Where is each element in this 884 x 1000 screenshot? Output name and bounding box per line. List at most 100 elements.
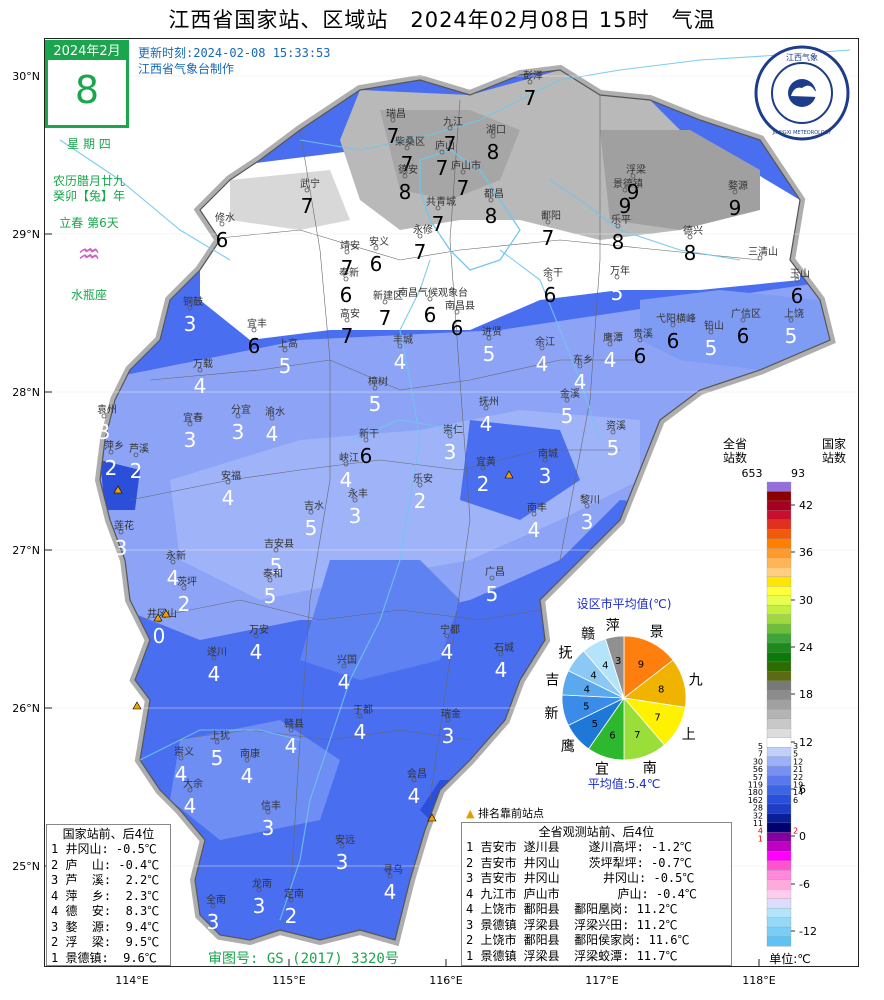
station-temp: 4 [528,518,541,542]
station-name: 瑞昌 [386,108,406,120]
station-dot [445,717,451,723]
station: 新建区 7 [373,289,403,330]
station-temp: 5 [607,436,620,460]
station-dot [488,197,494,203]
station-name: 芦溪 [129,443,149,455]
station: 湖口 8 [486,124,506,164]
national-ranking-row: 2 浮 梁: 9.5℃ [51,935,160,949]
pie-slice [604,635,625,699]
station-name: 柴桑区 [395,135,425,148]
ranked-station-marker [113,485,123,494]
province-ranking-row: 3 景德镇 浮梁县 浮梁兴田: 11.2℃ [466,917,678,932]
station-temp: 2 [130,459,143,483]
station: 萍乡 2 [104,440,124,480]
national-ranking-row: 2 庐 山: -0.4℃ [51,857,160,872]
svg-text:江西气象: 江西气象 [786,52,818,62]
triangle-marker-icon: ▲ [466,807,475,820]
station: 金溪 5 [560,387,580,428]
station-temp: 4 [250,640,263,664]
station-name: 靖安 [340,239,360,252]
station-dot [133,452,139,458]
station-dot [108,449,114,455]
station-name: 共青城 [426,195,456,208]
station: 泰和 5 [263,567,283,608]
station-temp: 7 [379,306,392,330]
national-ranking-row: 3 婺 源: 9.4℃ [51,919,160,934]
pie-value: 6 [609,731,615,742]
station-name: 庐山 [435,139,455,152]
station: 上高 5 [278,337,298,378]
station-name: 瑞金 [441,707,461,720]
prov-station-count: 653 [742,467,763,480]
legend-prov-count: 11 [753,819,763,828]
station-temp: 4 [340,468,353,492]
station-name: 新建区 [373,289,403,302]
station: 资溪 5 [606,420,626,460]
station-name: 永修 [413,223,433,236]
station-name: 三清山 [748,245,778,258]
station-temp: 4 [194,374,207,398]
station-dot [344,249,350,255]
map-title: 江西省国家站、区域站 2024年02月08日 15时 气温 [168,8,716,32]
station-dot [187,421,193,427]
station: 上犹 5 [210,730,230,770]
station-name: 贵溪 [633,327,653,340]
map-audit-number: 审图号: GS (2017) 3320号 [208,951,399,967]
station-dot [357,713,363,719]
lon-label: 118°E [742,974,775,987]
station-dot [630,173,636,179]
pie-city-label: 南 [643,760,657,776]
station: 大余 4 [183,777,203,818]
station-name: 全南 [206,893,226,906]
station-temp: 7 [457,176,470,200]
province-ranking-row: 3 吉安市 井冈山 井冈山: -0.5℃ [466,871,695,885]
marker-note: ▲ 排名靠前站点 [466,805,544,821]
station-temp: 5 [305,516,318,540]
legend-prov-count: 56 [753,765,763,774]
station-dot [610,429,616,435]
station-dot [740,317,746,323]
station: 三清山 [748,245,778,261]
station-temp: 8 [487,140,500,164]
station-dot [417,482,423,488]
legend-header: 全省 [723,436,747,451]
update-time: 更新时刻:2024-02-08 15:33:53 [138,46,331,60]
pie-city-label: 鹰 [561,739,575,755]
station-temp: 5 [561,404,574,428]
ranked-station-marker [504,470,514,479]
station-temp: 4 [167,566,180,590]
station-dot [170,559,176,565]
station: 乐平 8 [611,214,631,254]
station: 茨坪 2 [177,575,197,616]
station: 安福 4 [221,469,241,510]
station-name: 上饶 [784,307,804,320]
station: 分宜 3 [231,403,251,444]
station: 武宁 7 [300,177,320,218]
national-ranking-row: 1 景德镇: 9.6℃ [51,950,157,965]
national-ranking-box: 国家站前、后4位 1 井冈山: -0.5℃ 2 庐 山: -0.4℃ 3 芦 溪: … [46,824,171,966]
station-dot [564,397,570,403]
legend-prov-count: 7 [758,750,763,759]
station: 黎川 3 [580,493,600,534]
legend-natl-count: 6 [793,796,798,805]
station-name: 铜鼓 [183,295,203,308]
station-temp: 3 [207,910,220,934]
legend-header: 站数 [723,450,747,465]
station-name: 湖口 [486,124,506,136]
station-name: 德兴 [683,224,703,237]
station: 铜鼓 3 [183,295,203,336]
ranked-station-marker [132,701,142,710]
station-temp: 3 [444,440,457,464]
station-dot [480,465,486,471]
cloud-icon [791,85,820,97]
station-name: 袁州 [97,404,117,416]
station-name: 抚州 [479,396,499,408]
station-temp: 5 [483,342,496,366]
station-name: 峡江 [339,451,359,464]
station-temp: 7 [301,194,314,218]
calendar-month: 2024年2月 [48,43,126,60]
legend-natl-count: 19 [793,781,803,790]
station-name: 玉山 [790,268,810,280]
station-dot [265,809,271,815]
station: 进贤 5 [482,326,502,366]
